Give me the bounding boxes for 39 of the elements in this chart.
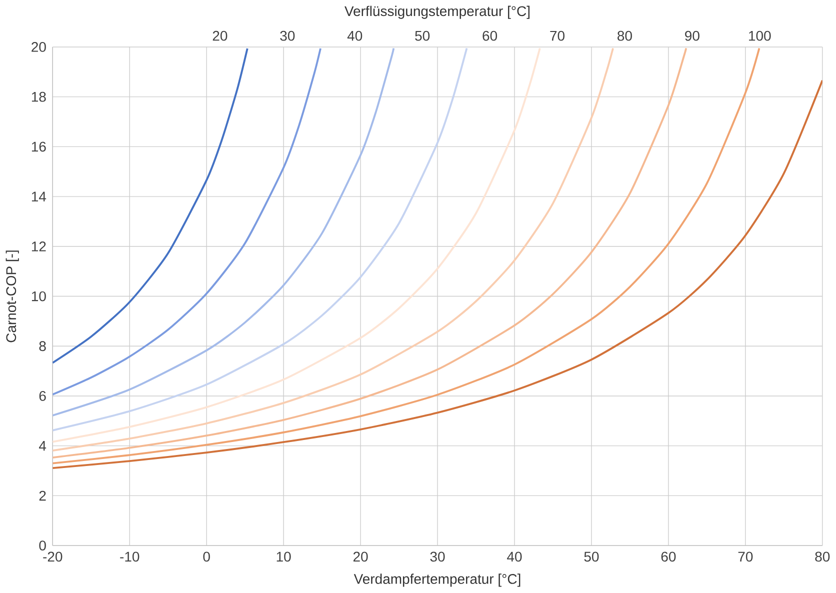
x-tick-label: -10 bbox=[120, 552, 140, 562]
line-series bbox=[52, 48, 322, 396]
x-tick-label: 80 bbox=[815, 552, 830, 562]
x2-tick-label: 30 bbox=[280, 31, 295, 42]
y-tick-label: 20 bbox=[32, 42, 46, 52]
x-axis-title: Verdampfertemperatur [°C] bbox=[354, 574, 520, 587]
y-tick-label: 12 bbox=[32, 242, 46, 252]
line-series bbox=[52, 48, 248, 364]
x2-tick-label: 100 bbox=[749, 31, 771, 42]
y-tick-label: 8 bbox=[39, 341, 46, 352]
x-tick-label: 0 bbox=[203, 552, 210, 562]
y-tick-label: 6 bbox=[39, 391, 46, 402]
x-tick-label: 10 bbox=[276, 552, 291, 562]
y-tick-label: 4 bbox=[39, 441, 46, 451]
x-tick-label: 30 bbox=[430, 552, 445, 562]
x2-tick-label: 80 bbox=[618, 31, 632, 42]
y-tick-label: 16 bbox=[32, 142, 46, 152]
y-tick-label: 2 bbox=[39, 491, 46, 501]
y-tick-label: 0 bbox=[39, 540, 46, 551]
y-tick-label: 14 bbox=[32, 192, 46, 202]
x2-axis-title: Verflüssigungstemperatur [°C] bbox=[344, 6, 530, 20]
x-tick-label: 20 bbox=[353, 552, 368, 562]
x-tick-label: 50 bbox=[584, 552, 599, 562]
y-tick-label: 18 bbox=[32, 92, 46, 102]
x-tick-label: 40 bbox=[507, 552, 522, 562]
x2-tick-label: 70 bbox=[550, 31, 564, 42]
x-tick-label: -20 bbox=[43, 552, 62, 562]
x2-tick-label: 40 bbox=[347, 31, 362, 42]
x2-tick-label: 90 bbox=[685, 31, 700, 42]
y-tick-label: 10 bbox=[32, 292, 46, 302]
line-series bbox=[52, 47, 395, 417]
y-axis-title: Carnot-COP [-] bbox=[6, 250, 19, 342]
x2-tick-label: 60 bbox=[482, 31, 498, 42]
line-series bbox=[52, 80, 822, 470]
x-tick-label: 60 bbox=[661, 552, 676, 562]
x-tick-label: 70 bbox=[738, 552, 753, 562]
x2-tick-label: 20 bbox=[212, 31, 228, 42]
x2-tick-label: 50 bbox=[415, 31, 430, 42]
line-series bbox=[52, 47, 468, 432]
